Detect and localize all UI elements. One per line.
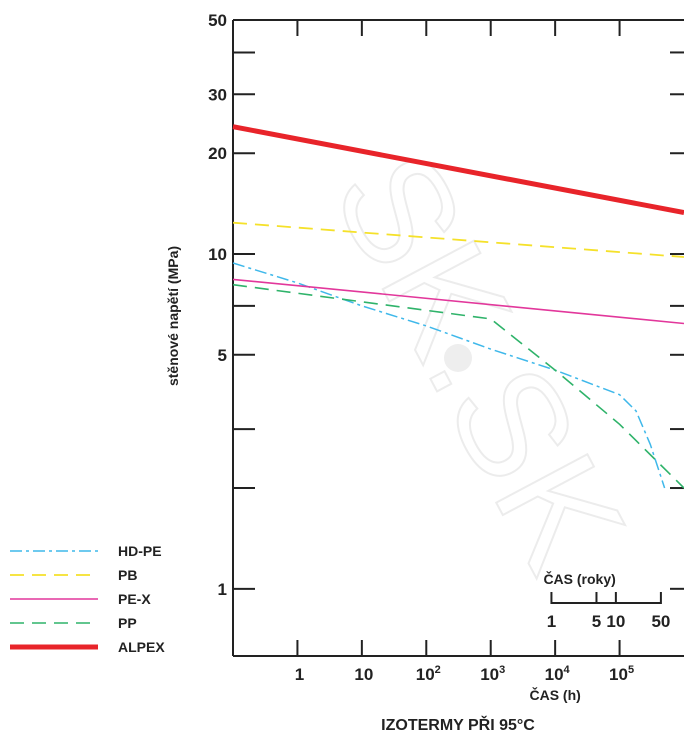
legend-label: PE-X — [118, 591, 151, 607]
x-tick-base: 10 — [545, 665, 564, 684]
series-line-pb — [232, 221, 684, 258]
x-tick-base: 10 — [609, 665, 628, 684]
legend-label: PP — [118, 615, 137, 631]
watermark-dot — [444, 344, 472, 372]
y-tick-label: 50 — [208, 11, 227, 30]
series-line-alpex — [232, 124, 684, 216]
x-tick-base: 10 — [354, 665, 373, 684]
y-tick-label: 1 — [218, 580, 227, 599]
x-tick-exponent: 3 — [499, 664, 505, 676]
x-tick-label: 103 — [480, 664, 505, 684]
x-tick-label: 104 — [545, 664, 571, 684]
legend-label: PB — [118, 567, 137, 583]
y-tick-label: 30 — [208, 85, 227, 104]
legend-label: HD-PE — [118, 543, 162, 559]
x-tick-base: 10 — [480, 665, 499, 684]
years-tick-label: 1 — [547, 612, 556, 631]
years-tick-label: 10 — [606, 612, 625, 631]
years-axis-label: ČAS (roky) — [543, 570, 615, 587]
y-axis-label: stěnové napětí (MPa) — [165, 246, 181, 386]
y-tick-label: 10 — [208, 245, 227, 264]
x-axis-label: ČAS (h) — [529, 686, 580, 703]
series-line-pp — [232, 283, 684, 489]
x-tick-exponent: 2 — [435, 664, 441, 676]
x-tick-label: 1 — [295, 665, 304, 684]
chart-title: IZOTERMY PŘI 95°C — [381, 715, 535, 734]
years-tick-label: 5 — [592, 612, 601, 631]
years-tick-label: 50 — [651, 612, 670, 631]
y-tick-label: 20 — [208, 144, 227, 163]
x-tick-label: 102 — [416, 664, 441, 684]
legend: HD-PE PB PE-X PP ALPEX — [10, 543, 165, 655]
x-tick-base: 1 — [295, 665, 304, 684]
series-line-pex — [232, 278, 684, 325]
y-tick-label: 5 — [218, 346, 227, 365]
x-tick-label: 105 — [609, 664, 634, 684]
x-tick-exponent: 4 — [564, 664, 571, 676]
series-lines — [232, 124, 684, 489]
series-line-hdpe — [232, 262, 666, 489]
x-tick-base: 10 — [416, 665, 435, 684]
legend-label: ALPEX — [118, 639, 165, 655]
x-tick-exponent: 5 — [628, 664, 634, 676]
x-tick-label: 10 — [354, 665, 373, 684]
